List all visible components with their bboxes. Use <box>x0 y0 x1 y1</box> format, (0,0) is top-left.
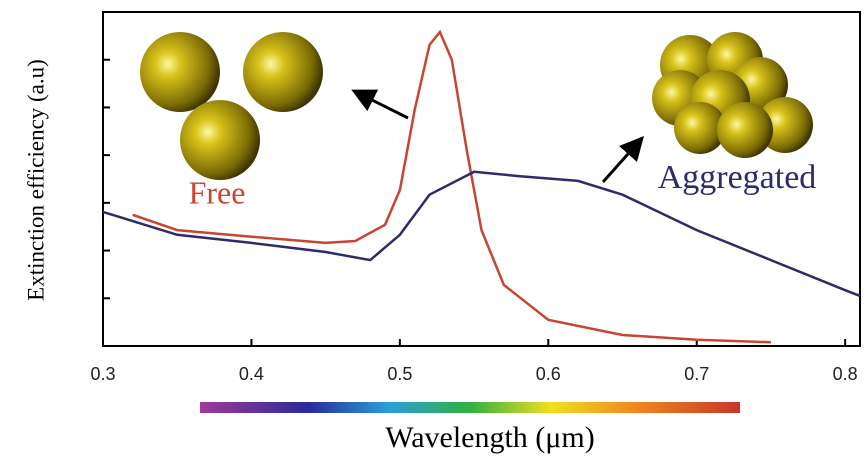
chart: Free Aggregated Wavelength (μm) Extincti… <box>0 0 866 461</box>
annotation-free: Free <box>189 174 246 210</box>
aggregated-particles <box>652 32 813 158</box>
free-particles <box>140 32 323 180</box>
x-tick-label: 0.8 <box>833 364 858 384</box>
x-tick-label: 0.4 <box>239 364 264 384</box>
annotation-aggregated: Aggregated <box>658 159 817 196</box>
x-tick-label: 0.5 <box>387 364 412 384</box>
spectrum-bar <box>200 402 740 413</box>
arrow <box>603 145 636 182</box>
x-tick-label: 0.6 <box>536 364 561 384</box>
y-axis-label: Extinction efficiency (a.u) <box>23 59 48 301</box>
x-axis-label: Wavelength (μm) <box>385 421 594 454</box>
x-tick-label: 0.3 <box>90 364 115 384</box>
x-tick-label: 0.7 <box>684 364 709 384</box>
arrow <box>362 95 408 118</box>
